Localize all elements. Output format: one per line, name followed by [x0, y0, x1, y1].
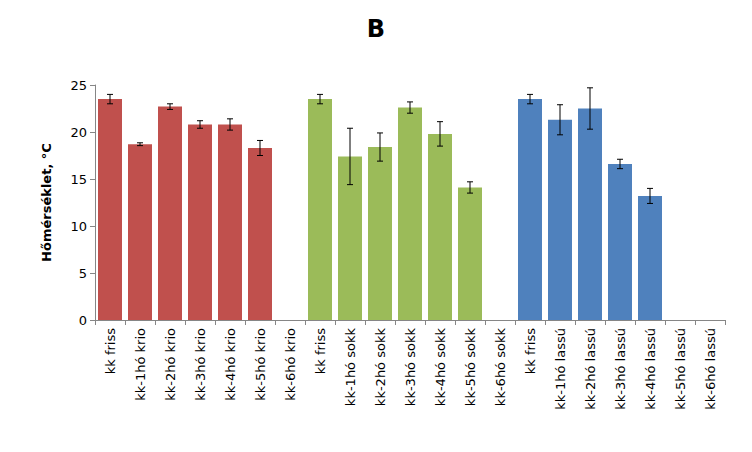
svg-text:kk-2hó krio: kk-2hó krio — [163, 328, 178, 401]
svg-text:B: B — [367, 15, 385, 43]
svg-text:kk-2hó sokk: kk-2hó sokk — [373, 328, 388, 407]
svg-text:0: 0 — [79, 313, 87, 328]
svg-text:kk friss: kk friss — [313, 328, 328, 374]
svg-text:kk-6hó krio: kk-6hó krio — [283, 328, 298, 401]
svg-text:kk-6hó lassú: kk-6hó lassú — [703, 328, 718, 410]
svg-text:kk-4hó lassú: kk-4hó lassú — [643, 328, 658, 410]
svg-text:kk friss: kk friss — [103, 328, 118, 374]
svg-text:kk-2hó lassú: kk-2hó lassú — [583, 328, 598, 410]
svg-text:kk friss: kk friss — [523, 328, 538, 374]
svg-text:Hőmérséklet, °C: Hőmérséklet, °C — [39, 143, 54, 262]
svg-text:5: 5 — [79, 266, 87, 281]
svg-text:25: 25 — [70, 78, 87, 93]
svg-text:kk-3hó krio: kk-3hó krio — [193, 328, 208, 401]
svg-text:kk-5hó sokk: kk-5hó sokk — [463, 328, 478, 407]
svg-text:kk-5hó krio: kk-5hó krio — [253, 328, 268, 401]
svg-text:kk-4hó krio: kk-4hó krio — [223, 328, 238, 401]
svg-text:kk-4hó sokk: kk-4hó sokk — [433, 328, 448, 407]
svg-text:kk-5hó lassú: kk-5hó lassú — [673, 328, 688, 410]
svg-text:15: 15 — [70, 172, 87, 187]
svg-text:kk-3hó sokk: kk-3hó sokk — [403, 328, 418, 407]
svg-text:kk-1hó lassú: kk-1hó lassú — [553, 328, 568, 410]
svg-text:kk-1hó sokk: kk-1hó sokk — [343, 328, 358, 407]
svg-text:kk-6hó sokk: kk-6hó sokk — [493, 328, 508, 407]
svg-text:kk-1hó krio: kk-1hó krio — [133, 328, 148, 401]
svg-text:20: 20 — [70, 125, 87, 140]
svg-text:10: 10 — [70, 219, 87, 234]
svg-text:kk-3hó lassú: kk-3hó lassú — [613, 328, 628, 410]
